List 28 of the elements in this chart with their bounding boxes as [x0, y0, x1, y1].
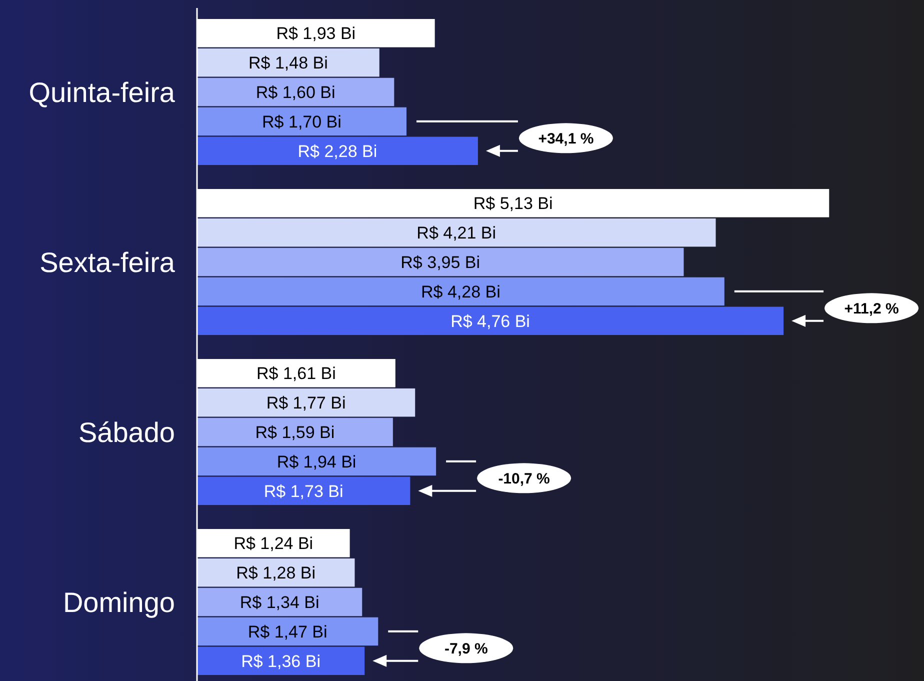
annotation: +11,2 % [844, 300, 899, 318]
data-label: R$ 1,59 Bi [255, 422, 335, 442]
data-label: R$ 5,13 Bi [473, 194, 553, 214]
data-label: R$ 1,36 Bi [241, 652, 320, 671]
data-label: R$ 1,77 Bi [266, 394, 346, 413]
data-label: R$ 1,28 Bi [236, 564, 316, 583]
y-tick-label: Sexta-feira [40, 246, 176, 278]
annotation: -7,9 % [444, 640, 488, 658]
data-label: R$ 4,76 Bi [450, 312, 530, 331]
y-tick-label: Quinta-feira [28, 76, 176, 108]
annotation: +34,1 % [538, 130, 594, 148]
y-tick-label: Sábado [78, 416, 175, 448]
data-label: R$ 1,70 Bi [262, 112, 342, 132]
data-label: R$ 1,48 Bi [248, 54, 328, 73]
data-label: R$ 1,47 Bi [248, 622, 328, 642]
data-label: R$ 1,93 Bi [276, 24, 356, 44]
data-label: R$ 1,24 Bi [234, 534, 314, 554]
data-label: R$ 4,28 Bi [420, 282, 500, 302]
y-tick-label: Domingo [62, 586, 175, 618]
data-label: R$ 1,61 Bi [256, 364, 336, 384]
data-label: R$ 1,94 Bi [276, 452, 356, 472]
data-label: R$ 3,95 Bi [400, 252, 480, 272]
data-label: R$ 1,73 Bi [264, 482, 344, 501]
data-label: R$ 2,28 Bi [298, 142, 378, 161]
data-label: R$ 1,60 Bi [256, 82, 336, 102]
annotation: -10,7 % [498, 470, 550, 488]
data-label: R$ 1,34 Bi [240, 592, 320, 612]
data-label: R$ 4,21 Bi [416, 224, 496, 243]
